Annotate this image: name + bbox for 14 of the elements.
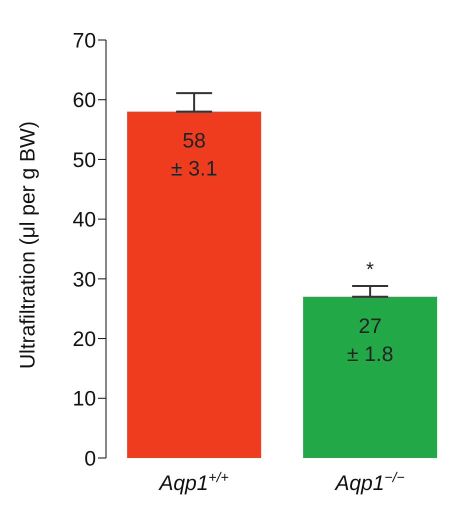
- x-tick-label: Aqp1$^{−/−}$: [333, 469, 405, 495]
- y-tick-label: 70: [72, 29, 96, 52]
- y-tick-label: 40: [72, 208, 96, 232]
- y-tick-label: 20: [72, 328, 96, 352]
- y-tick-label: 60: [72, 89, 96, 112]
- y-axis-title: Ultrafiltration (μl per g BW): [16, 121, 40, 369]
- y-tick-label: 0: [84, 447, 96, 470]
- annotation: *: [366, 259, 374, 282]
- y-tick-label: 50: [72, 148, 96, 172]
- data-label: 27 ± 1.8: [346, 314, 394, 366]
- y-tick-label: 30: [72, 268, 96, 292]
- data-label: 58 ± 3.1: [170, 130, 218, 181]
- x-tick-label: Aqp1$^{+/+}$: [157, 469, 229, 495]
- y-tick-label: 10: [72, 388, 96, 411]
